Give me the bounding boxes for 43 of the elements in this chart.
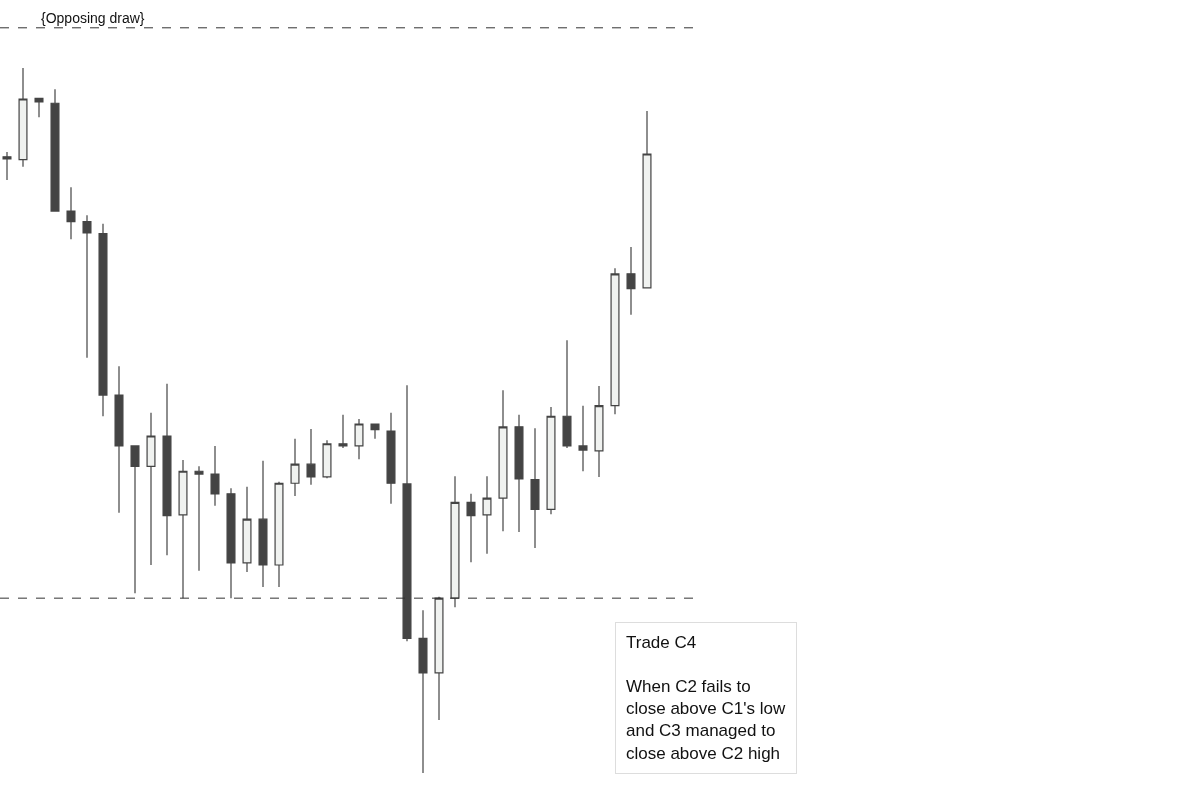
ref-line-label: {Opposing draw} bbox=[41, 10, 145, 26]
candlestick bbox=[130, 445, 140, 594]
candlestick bbox=[482, 475, 492, 555]
candlestick bbox=[242, 486, 252, 573]
candlestick bbox=[290, 438, 300, 497]
candlestick bbox=[370, 423, 380, 440]
candlestick bbox=[2, 151, 12, 181]
candlestick bbox=[194, 465, 204, 572]
candlestick bbox=[466, 493, 476, 563]
candlestick bbox=[578, 405, 588, 472]
candlestick bbox=[98, 223, 108, 417]
candlestick bbox=[386, 412, 396, 505]
candlestick bbox=[114, 365, 124, 514]
candlestick bbox=[610, 267, 620, 415]
candlestick bbox=[18, 67, 28, 168]
candlestick bbox=[50, 88, 60, 213]
candlestick bbox=[306, 428, 316, 486]
candlestick bbox=[450, 475, 460, 608]
candlestick bbox=[498, 389, 508, 532]
candlestick bbox=[562, 339, 572, 449]
candlestick bbox=[146, 412, 156, 566]
candlestick bbox=[162, 383, 172, 556]
candlestick bbox=[226, 487, 236, 599]
candlestick bbox=[402, 384, 412, 642]
candlestick bbox=[258, 460, 268, 588]
candlestick bbox=[418, 609, 428, 774]
text: Trade C4 When C2 fails to close above C1's low and C3 managed to close above C2 high bbox=[626, 633, 786, 763]
candlestick bbox=[546, 406, 556, 515]
candlestick bbox=[626, 246, 636, 316]
candlestick bbox=[514, 414, 524, 533]
candlestick bbox=[34, 97, 44, 118]
candlestick bbox=[642, 110, 652, 289]
candlestick bbox=[82, 214, 92, 359]
candlestick bbox=[338, 414, 348, 449]
candlestick bbox=[210, 445, 220, 507]
candlestick bbox=[322, 439, 332, 479]
candlestick bbox=[594, 385, 604, 478]
candlestick bbox=[66, 186, 76, 240]
candlestick bbox=[530, 427, 540, 549]
candlestick bbox=[178, 459, 188, 599]
candlestick bbox=[434, 596, 444, 721]
candlestick bbox=[354, 418, 364, 460]
candlestick bbox=[274, 481, 284, 588]
